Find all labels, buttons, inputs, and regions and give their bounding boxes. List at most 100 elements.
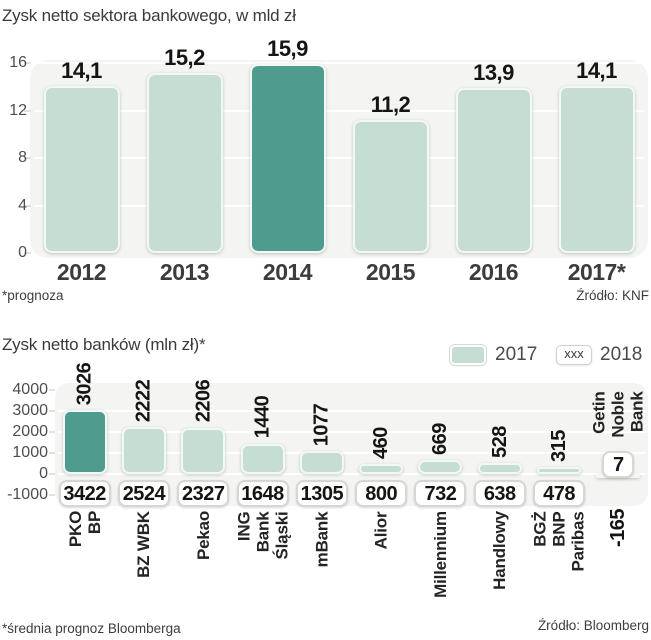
axis-tick: [49, 389, 55, 391]
bar-2017*: [558, 85, 635, 253]
axis-tick: [24, 252, 31, 254]
gridline: [58, 473, 646, 475]
value-label-2017: 3026: [73, 362, 96, 406]
y-axis-label: 8: [18, 149, 27, 166]
x-axis-label: 2016: [468, 259, 519, 285]
axis-tick: [24, 109, 31, 112]
gridline: [34, 109, 644, 112]
value-label: 14,1: [61, 57, 102, 83]
value-label-2017: 528: [488, 425, 511, 458]
bar-Alior: [359, 464, 404, 474]
banks-chart-title: Zysk netto banków (mln zł)*: [2, 335, 206, 354]
y-axis-label: 0: [18, 244, 27, 261]
x-axis-label: PKO BP: [65, 510, 104, 548]
y-axis-label: 16: [9, 54, 27, 71]
value-label-2017: 1440: [251, 396, 274, 439]
axis-tick: [49, 431, 55, 433]
x-axis-label: Getin Noble Bank: [589, 390, 647, 438]
axis-tick: [24, 62, 31, 64]
forecast-box-2018: 638: [473, 480, 526, 507]
x-axis-label: 2015: [365, 259, 416, 285]
bar-2012: [43, 85, 120, 253]
value-label-2017: 460: [370, 427, 393, 460]
y-axis-label: 3000: [12, 402, 48, 419]
value-label: 15,2: [164, 44, 205, 70]
value-label-2017: 2206: [192, 379, 214, 423]
bar-ING Bank Śląski: [240, 443, 285, 474]
legend-swatch-2017-icon: [450, 345, 486, 365]
bar-2015: [352, 120, 429, 253]
gridline: [58, 410, 646, 412]
legend-box-2018-icon: xxx: [556, 345, 592, 365]
axis-tick: [49, 494, 55, 496]
y-axis-label: 4000: [12, 381, 48, 398]
legend-label-2017: 2017: [495, 344, 538, 365]
axis-tick: [49, 410, 55, 412]
x-axis-label: 2013: [159, 259, 210, 285]
value-label-2017: 315: [547, 430, 570, 463]
sector-chart-footnote: *prognoza: [2, 288, 64, 303]
x-axis-label: BGŻ BNP Paribas: [530, 510, 588, 572]
banks-chart-source: Źródło: Bloomberg: [537, 618, 649, 633]
bar-Pekao: [181, 427, 226, 474]
x-axis-label: ING Bank Śląski: [234, 511, 292, 559]
forecast-box-2018: 2327: [177, 480, 230, 507]
gridline: [34, 204, 644, 207]
bar-2014: [249, 64, 326, 253]
bar-BZ WBK: [121, 427, 166, 474]
legend-label-2018: 2018: [600, 344, 643, 365]
value-label: 11,2: [370, 92, 411, 117]
forecast-box-2018: 732: [414, 480, 467, 507]
bar-mBank: [299, 451, 344, 474]
value-label-2017: 2222: [132, 379, 155, 423]
x-axis-label: BZ WBK: [134, 511, 154, 578]
bar-Millennium: [418, 459, 463, 474]
y-axis-label: 0: [39, 465, 48, 482]
forecast-box-2018: 800: [355, 480, 408, 507]
y-axis-label: -1000: [7, 486, 48, 503]
banks-chart-footnote: *średnia prognoz Bloomberga: [2, 621, 181, 636]
axis-tick: [49, 473, 55, 475]
bar-BGŻ BNP Paribas: [537, 467, 582, 474]
forecast-box-2018: 2524: [117, 480, 170, 507]
axis-tick: [24, 204, 31, 207]
value-label: 15,9: [267, 36, 308, 62]
value-label-2017: 1077: [310, 403, 333, 447]
gridline: [34, 157, 644, 159]
gridline: [58, 452, 646, 454]
x-axis-label: Alior: [371, 511, 391, 549]
sector-chart-source: Źródło: KNF: [576, 288, 649, 303]
x-axis-label: Pekao: [193, 510, 213, 561]
axis-tick: [49, 452, 55, 454]
x-axis-label: mBank: [312, 511, 332, 567]
y-axis-label: 12: [9, 101, 27, 119]
y-axis-label: 4: [18, 196, 27, 214]
sector-chart-plot-area: [30, 60, 648, 258]
x-axis-label: 2014: [262, 259, 313, 285]
x-axis-label: 2017*: [567, 259, 626, 285]
forecast-box-2018: 3422: [58, 480, 111, 507]
gridline: [58, 431, 646, 433]
value-label: 13,9: [473, 59, 514, 85]
y-axis-label: 2000: [12, 423, 48, 440]
bar-2013: [146, 72, 223, 253]
y-axis-label: 1000: [12, 444, 48, 461]
axis-tick: [24, 157, 31, 159]
bar-PKO BP: [62, 410, 107, 474]
bar-Handlowy: [477, 462, 522, 474]
value-label-2017: -165: [607, 508, 630, 548]
forecast-box-2018: 478: [533, 480, 586, 507]
forecast-box-2018: 1648: [236, 480, 289, 507]
value-label-2017: 669: [429, 423, 452, 455]
forecast-box-2018: 7: [602, 451, 635, 478]
value-label: 14,1: [576, 57, 617, 83]
bar-2016: [455, 87, 532, 253]
x-axis-label: Handlowy: [490, 511, 510, 590]
x-axis-label: 2012: [56, 259, 107, 285]
x-axis-label: Millennium: [430, 511, 450, 598]
sector-chart-title: Zysk netto sektora bankowego, w mld zł: [2, 6, 296, 25]
gridline: [34, 62, 644, 64]
